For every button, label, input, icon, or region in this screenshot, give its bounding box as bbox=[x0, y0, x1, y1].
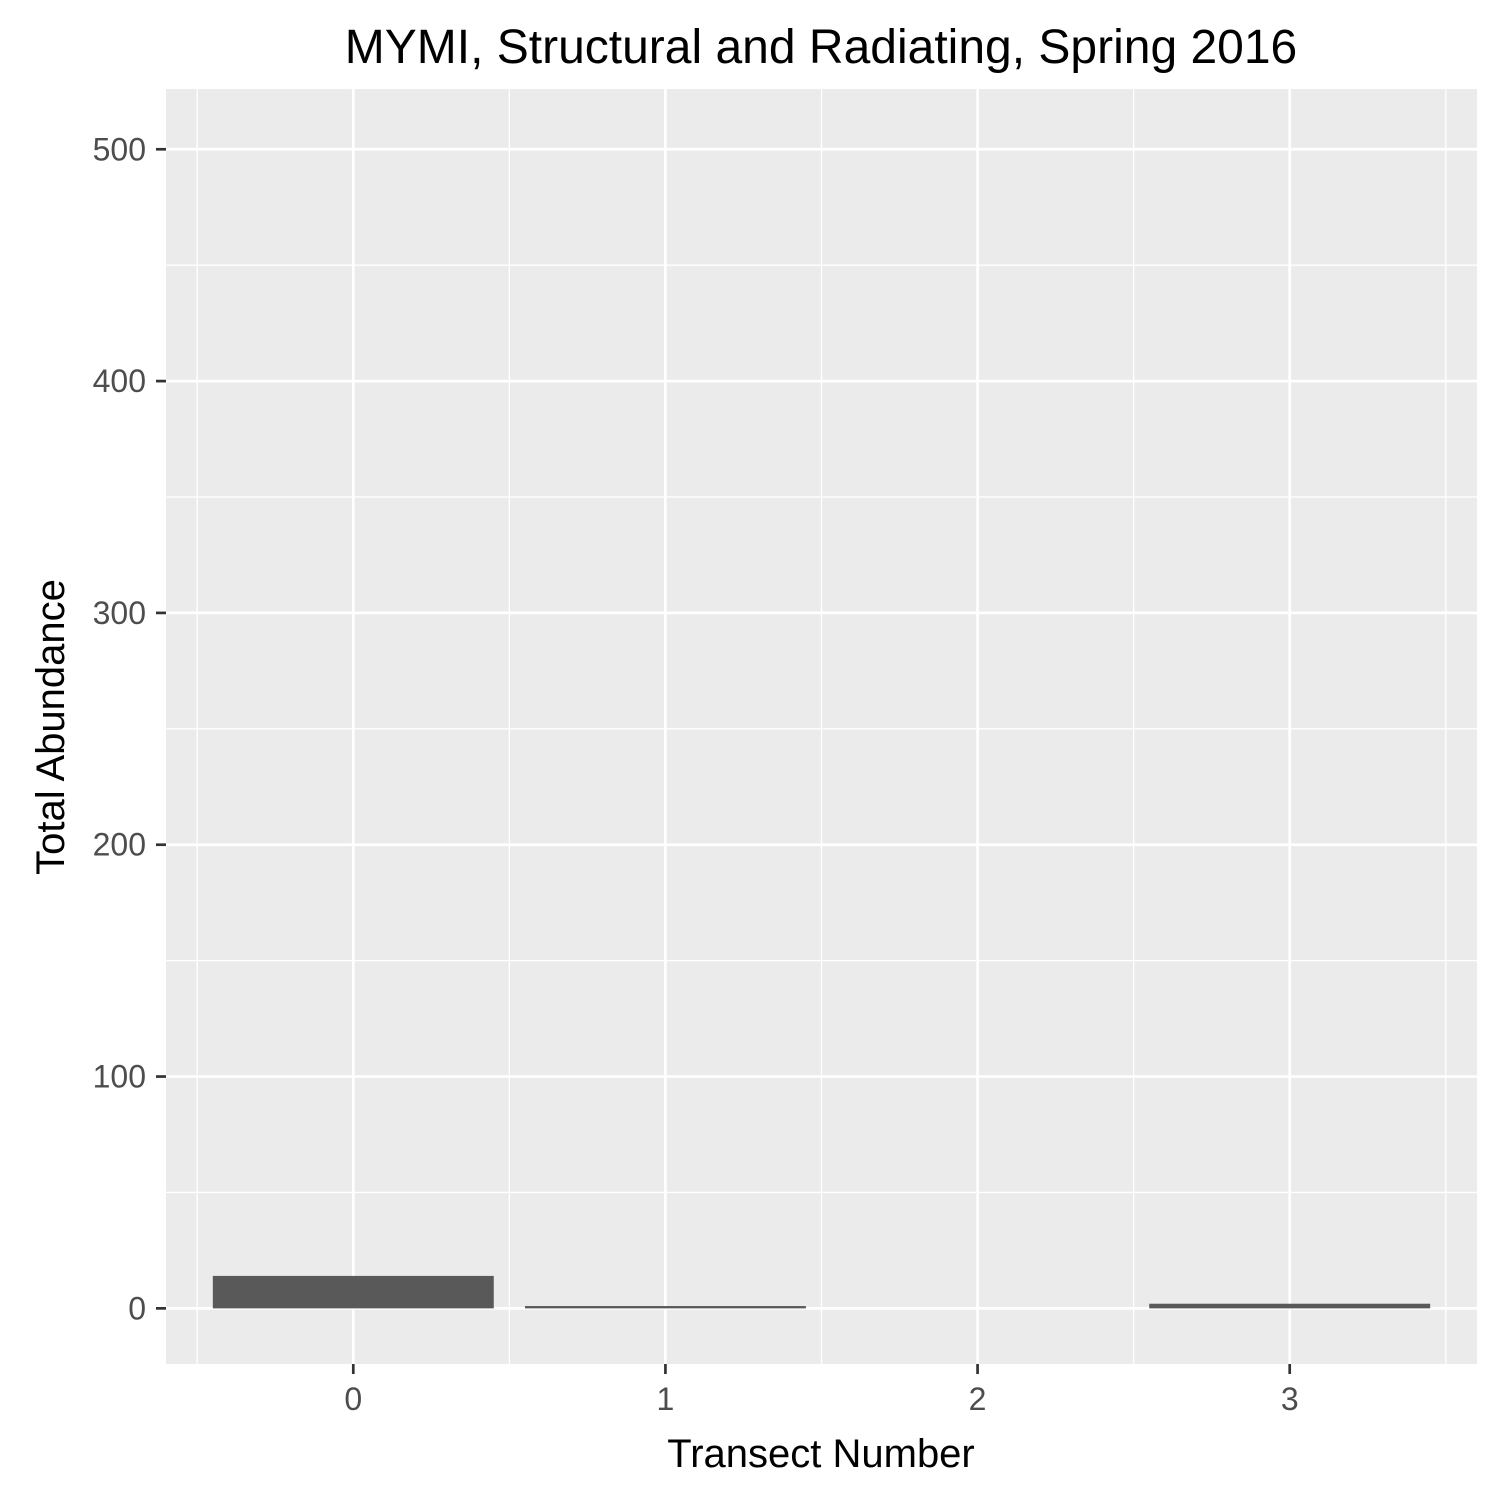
y-tick-label: 300 bbox=[93, 595, 146, 631]
y-tick-label: 0 bbox=[128, 1290, 146, 1326]
bar-transect-1 bbox=[524, 1306, 806, 1309]
y-tick-label: 500 bbox=[93, 131, 146, 167]
y-axis: 0 100 200 300 400 500 bbox=[93, 131, 166, 1326]
x-axis: 0 1 2 3 bbox=[344, 1364, 1299, 1417]
y-tick-label: 200 bbox=[93, 827, 146, 863]
bars bbox=[212, 1275, 1431, 1309]
x-tick-label: 0 bbox=[344, 1381, 362, 1417]
y-tick-label: 100 bbox=[93, 1059, 146, 1095]
minor-gridlines bbox=[166, 89, 1477, 1364]
x-tick-label: 1 bbox=[657, 1381, 675, 1417]
y-tick-label: 400 bbox=[93, 363, 146, 399]
bar-transect-0 bbox=[212, 1275, 494, 1309]
x-tick-label: 2 bbox=[969, 1381, 987, 1417]
x-axis-title: Transect Number bbox=[667, 1432, 975, 1476]
x-tick-label: 3 bbox=[1281, 1381, 1299, 1417]
y-axis-title: Total Abundance bbox=[29, 579, 73, 875]
chart-title: MYMI, Structural and Radiating, Spring 2… bbox=[345, 21, 1298, 74]
bar-transect-3 bbox=[1149, 1303, 1431, 1309]
